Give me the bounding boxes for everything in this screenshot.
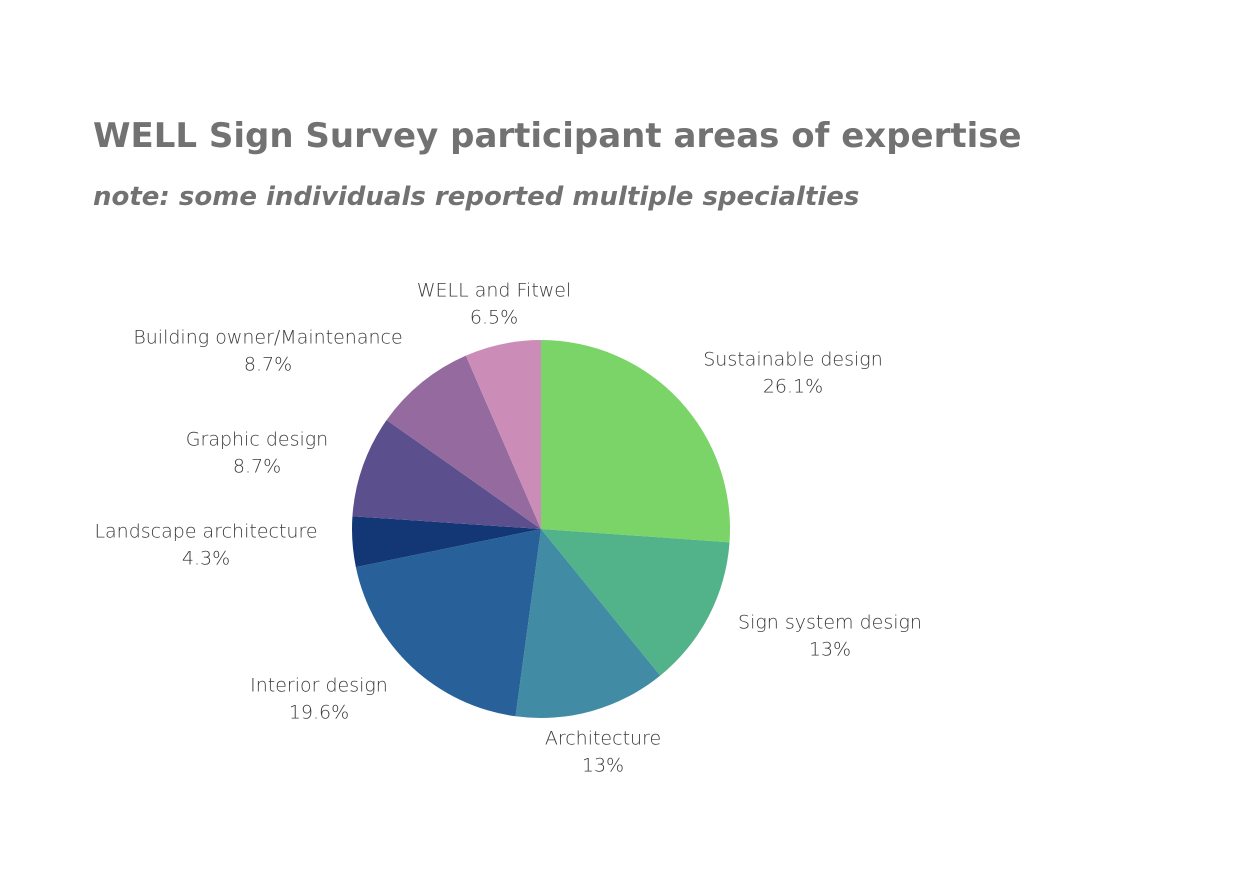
- slice-label: WELL and Fitwel: [417, 280, 572, 302]
- slice-value-label: 13%: [582, 755, 624, 777]
- slice-label: Architecture: [545, 728, 661, 750]
- pie-slices: [351, 340, 731, 718]
- pie-slice-graphic-design: [352, 419, 541, 529]
- slice-label: Interior design: [250, 675, 388, 697]
- pie-slice-sign-system-design: [541, 529, 730, 676]
- slice-label: Building owner/Maintenance: [133, 327, 402, 349]
- chart-subtitle: note: some individuals reported multiple…: [93, 182, 860, 212]
- slice-value-label: 8.7%: [233, 456, 281, 478]
- slice-value-label: 19.6%: [289, 702, 349, 724]
- pie-labels: Sustainable design 26.1% Sign system desig…: [94, 280, 922, 777]
- slice-value-label: 26.1%: [763, 376, 823, 398]
- slice-value-label: 4.3%: [182, 548, 230, 570]
- slice-label: Sign system design: [738, 612, 922, 634]
- pie-slice-sustainable-design: [541, 340, 731, 543]
- slice-label: Landscape architecture: [94, 521, 317, 543]
- pie-slice-landscape-architecture: [351, 516, 541, 568]
- pie-slice-well-and-fitwel: [465, 340, 541, 529]
- slice-label: Graphic design: [186, 429, 328, 451]
- pie-slice-architecture: [515, 529, 661, 718]
- pie-slice-building-owner-maintenance: [386, 355, 541, 529]
- slice-label: Sustainable design: [703, 349, 883, 371]
- pie-slice-interior-design: [355, 529, 541, 717]
- chart-title: WELL Sign Survey participant areas of ex…: [93, 116, 1022, 156]
- slice-value-label: 8.7%: [244, 354, 292, 376]
- slice-value-label: 13%: [809, 639, 851, 661]
- slice-value-label: 6.5%: [470, 307, 518, 329]
